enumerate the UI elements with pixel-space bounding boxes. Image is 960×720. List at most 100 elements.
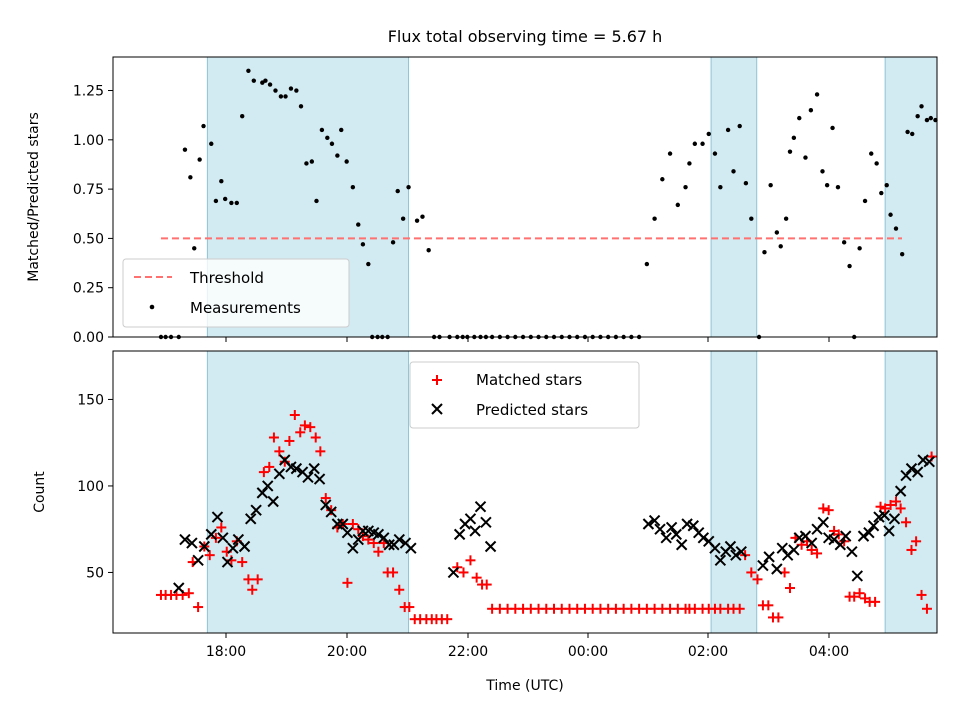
top-axes-frame	[112, 56, 938, 338]
bottom-ytick-label: 50	[86, 565, 104, 581]
predicted-point	[250, 504, 262, 516]
predicted-point	[308, 462, 320, 475]
measurement-point	[712, 151, 718, 156]
measurement-point	[675, 202, 681, 208]
matched-point	[921, 603, 932, 614]
predicted-point	[867, 520, 880, 532]
observing-window-2	[884, 350, 938, 634]
observing-windows-bottom	[206, 350, 938, 634]
matched-point	[394, 584, 405, 595]
predicted-point	[687, 520, 699, 532]
measurement-point	[400, 216, 406, 221]
measurement-point	[234, 200, 239, 206]
xtick-label: 02:00	[688, 644, 728, 660]
matched-point	[279, 456, 290, 467]
measurement-point	[644, 261, 650, 267]
measurement-point	[874, 161, 879, 166]
measurement-point	[824, 182, 830, 188]
measurement-point	[406, 184, 411, 190]
top-ytick-label: 0.25	[73, 281, 104, 297]
predicted-point	[709, 542, 721, 554]
bottom-y-axis: 50 100 150	[77, 392, 113, 581]
matched-point	[264, 461, 275, 472]
measurement-point	[304, 161, 309, 166]
measurement-point	[924, 117, 930, 123]
legend-threshold-label: Threshold	[189, 269, 264, 287]
matched-point	[252, 574, 263, 585]
matched-point	[895, 503, 906, 514]
bottom-y-label: Count	[32, 471, 48, 513]
predicted-point	[724, 540, 737, 553]
xtick-label: 04:00	[809, 644, 849, 660]
predicted-point	[654, 523, 666, 535]
predicted-point	[788, 544, 800, 556]
measurement-point	[768, 182, 773, 188]
predicted-point	[665, 521, 678, 534]
measurement-point	[683, 184, 688, 190]
measurement-point	[339, 127, 344, 133]
measurement-point	[188, 175, 193, 180]
matched-point	[315, 446, 326, 457]
predicted-point	[464, 513, 477, 525]
observing-window-0	[206, 350, 410, 634]
predicted-point	[894, 485, 907, 497]
measurement-point	[692, 141, 698, 146]
predicted-point	[888, 513, 901, 525]
measurement-point	[360, 242, 366, 247]
matched-point	[274, 446, 285, 457]
predicted-point	[372, 528, 385, 541]
measurement-point	[240, 113, 245, 119]
measurement-point	[309, 159, 315, 164]
measurement-point	[319, 127, 325, 133]
observing-window-1	[710, 350, 758, 634]
measurement-point	[857, 246, 862, 251]
matched-point	[289, 410, 300, 421]
matched-point	[216, 522, 227, 533]
predicted-point	[474, 500, 487, 513]
legend-measurements-label: Measurements	[190, 299, 301, 317]
predicted-point	[347, 542, 359, 554]
predicted-point	[245, 513, 257, 525]
measurement-point	[910, 131, 915, 137]
matched-point	[373, 546, 384, 557]
predicted-point	[480, 516, 492, 528]
measurement-point	[791, 135, 797, 141]
measurement-point	[251, 78, 257, 83]
xtick-label: 22:00	[448, 644, 488, 660]
top-ytick-label: 1.00	[73, 133, 104, 149]
measurement-point	[749, 216, 754, 221]
legend-matched-swatch	[432, 375, 442, 385]
bottom-legend: Matched stars Predicted stars	[409, 361, 640, 429]
measurement-point	[222, 196, 228, 202]
measurement-point	[356, 222, 361, 227]
measurement-point	[288, 86, 294, 91]
matched-point	[885, 499, 896, 510]
matched-point	[823, 505, 834, 516]
measurement-point	[667, 151, 673, 156]
measurement-point	[774, 230, 780, 235]
measurement-point	[869, 151, 874, 156]
measurement-point	[783, 216, 789, 221]
predicted-point	[484, 540, 497, 553]
predicted-point	[378, 532, 390, 544]
measurement-point	[928, 115, 934, 121]
predicted-point	[905, 462, 918, 475]
matched-point	[268, 432, 279, 443]
predicted-point	[857, 530, 870, 542]
bottom-x-axis: 18:00 20:00 22:00 00:00 02:00 04:00	[206, 633, 849, 660]
measurement-point	[660, 177, 665, 182]
count-series	[155, 410, 937, 625]
predicted-point	[238, 540, 251, 553]
predicted-point	[469, 525, 481, 537]
predicted-point	[256, 487, 269, 499]
xtick-label: 20:00	[327, 644, 367, 660]
predicted-point	[352, 533, 364, 546]
matched-point	[906, 544, 917, 555]
predicted-point	[697, 532, 710, 544]
matched-point	[284, 435, 295, 446]
chart-title: Flux total observing time = 5.67 h	[388, 27, 663, 46]
predicted-point	[763, 551, 775, 563]
predicted-point	[211, 511, 224, 523]
matched-point	[784, 583, 795, 594]
